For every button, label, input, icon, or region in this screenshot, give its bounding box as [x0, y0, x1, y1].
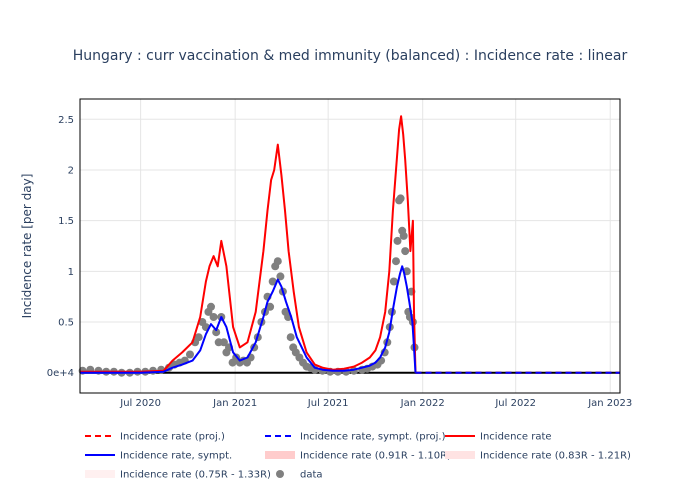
chart-title: Hungary : curr vaccination & med immunit… — [73, 48, 628, 64]
data-point — [399, 231, 408, 240]
legend-swatch — [445, 451, 475, 459]
legend-label: Incidence rate — [480, 432, 552, 443]
legend-item[interactable]: Incidence rate (0.91R - 1.10R) — [265, 451, 451, 462]
x-tick-label: Jul 2021 — [307, 398, 349, 409]
data-point — [276, 272, 285, 281]
legend-label: Incidence rate, sympt. (proj.) — [300, 432, 446, 443]
legend-item[interactable]: Incidence rate (0.83R - 1.21R) — [445, 451, 631, 462]
legend-label: Incidence rate (0.83R - 1.21R) — [480, 451, 631, 462]
tick-layer: 0e+4 0.5 1 1.5 2 2.5 Jul 2020 Jan 2021 Jul 2021 J… — [47, 115, 633, 409]
x-tick-label: Jan 2021 — [212, 398, 257, 409]
legend-swatch — [265, 451, 295, 459]
plot-frame — [79, 98, 621, 394]
legend-item[interactable]: Incidence rate, sympt. — [85, 451, 232, 462]
legend-item[interactable]: Incidence rate — [445, 432, 552, 443]
y-tick-label: 0e+4 — [47, 368, 74, 379]
y-axis-title: Incidence rate [per day] — [20, 174, 34, 319]
data-point — [212, 328, 221, 337]
legend-label: Incidence rate (0.91R - 1.10R) — [300, 451, 451, 462]
legend-swatch — [276, 470, 284, 478]
data-point — [207, 302, 215, 311]
legend-label: data — [300, 470, 323, 481]
data-point — [273, 257, 282, 266]
x-tick-label: Jan 2022 — [400, 398, 445, 409]
data-point — [393, 236, 402, 245]
legend-label: Incidence rate, sympt. — [120, 451, 232, 462]
data-point — [209, 313, 218, 321]
y-tick-label: 0.5 — [58, 318, 74, 329]
legend-item[interactable]: Incidence rate, sympt. (proj.) — [265, 432, 446, 443]
legend-item[interactable]: Incidence rate (proj.) — [85, 432, 225, 443]
data-point — [396, 194, 405, 203]
legend-item[interactable]: Incidence rate (0.75R - 1.33R) — [85, 470, 271, 481]
y-tick-label: 1.5 — [58, 216, 74, 227]
y-tick-label: 2.5 — [58, 115, 74, 126]
x-tick-label: Jul 2020 — [119, 398, 161, 409]
data-point — [219, 338, 228, 347]
data-layer — [78, 115, 620, 377]
legend-swatch — [85, 470, 115, 478]
data-point — [389, 277, 398, 286]
y-tick-label: 2 — [68, 165, 74, 176]
data-point — [266, 302, 275, 311]
x-tick-label: Jul 2022 — [494, 398, 536, 409]
incidence-rate-line — [80, 115, 417, 373]
data-point — [186, 350, 194, 359]
incidence-rate-sympt-line — [80, 265, 417, 374]
legend-item[interactable]: data — [276, 470, 323, 481]
legend-label: Incidence rate (proj.) — [120, 432, 225, 443]
legend-label: Incidence rate (0.75R - 1.33R) — [120, 470, 271, 481]
legend: Incidence rate (proj.) Incidence rate, sy… — [85, 432, 631, 481]
data-point — [401, 247, 410, 256]
data-point — [286, 333, 295, 342]
data-point — [194, 333, 203, 342]
x-tick-label: Jan 2023 — [587, 398, 632, 409]
y-tick-label: 1 — [68, 267, 74, 278]
data-point — [268, 277, 277, 286]
data-point — [392, 257, 400, 266]
